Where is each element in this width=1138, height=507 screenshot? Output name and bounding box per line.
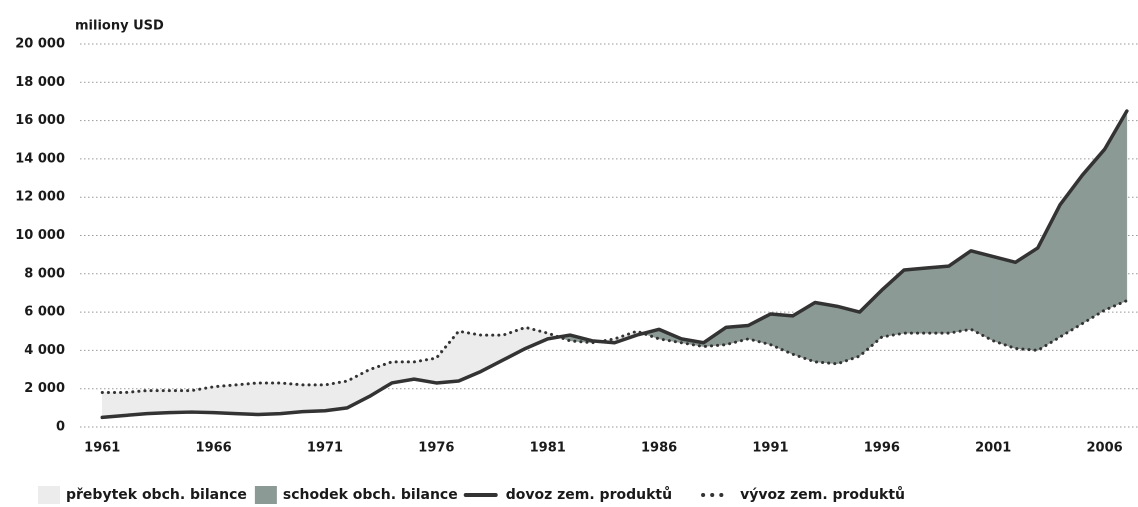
legend-swatch: [254, 486, 277, 504]
y-tick-label: 14 000: [15, 151, 65, 166]
series-line: [100, 109, 1129, 420]
y-tick-label: 16 000: [15, 113, 65, 128]
x-tick-label: 1976: [418, 441, 454, 456]
surplus-area: [168, 390, 192, 413]
x-tick-label: 1971: [307, 441, 343, 456]
x-tick-label: 1981: [530, 441, 566, 456]
x-tick-label: 1986: [641, 441, 677, 456]
deficit-area: [970, 250, 994, 342]
surplus-area: [146, 390, 170, 414]
x-tick-label: 1961: [84, 441, 120, 456]
deficit-area: [792, 302, 816, 363]
y-tick-label: 4 000: [24, 343, 65, 358]
deficit-area: [903, 267, 927, 334]
surplus-area: [257, 382, 281, 415]
deficit-area: [1082, 148, 1105, 325]
legend-label: přebytek obch. bilance: [66, 487, 247, 503]
y-tick-label: 2 000: [24, 381, 65, 396]
y-tick-label: 0: [56, 420, 65, 435]
legend-label: schodek obch. bilance: [283, 487, 458, 503]
series-line: [100, 299, 1129, 395]
deficit-area: [837, 306, 860, 365]
deficit-area: [1015, 247, 1039, 351]
y-tick-label: 20 000: [15, 37, 65, 52]
x-tick-label: 1966: [196, 441, 232, 456]
deficit-area: [770, 313, 794, 355]
legend-label: dovoz zem. produktů: [506, 486, 672, 503]
y-tick-label: 6 000: [24, 305, 65, 320]
x-tick-label: 2001: [975, 441, 1011, 456]
surplus-area: [213, 384, 237, 414]
deficit-area: [926, 265, 949, 334]
y-axis-label: miliony USD: [75, 19, 164, 34]
x-tick-label: 2006: [1086, 441, 1122, 456]
legend-label: vývoz zem. produktů: [740, 486, 905, 503]
x-tick-label: 1996: [864, 441, 900, 456]
y-tick-label: 12 000: [15, 190, 65, 205]
surplus-area: [124, 390, 148, 416]
x-tick-label: 1991: [752, 441, 788, 456]
deficit-area: [992, 256, 1016, 349]
surplus-area: [436, 330, 459, 384]
surplus-area: [235, 382, 259, 415]
surplus-area: [102, 392, 125, 418]
deficit-area: [814, 302, 838, 365]
legend-swatch: [38, 486, 60, 504]
y-tick-label: 10 000: [15, 228, 65, 243]
surplus-area: [302, 384, 326, 412]
y-tick-label: 18 000: [15, 75, 65, 90]
y-tick-label: 8 000: [24, 266, 65, 281]
surplus-area: [280, 382, 303, 414]
